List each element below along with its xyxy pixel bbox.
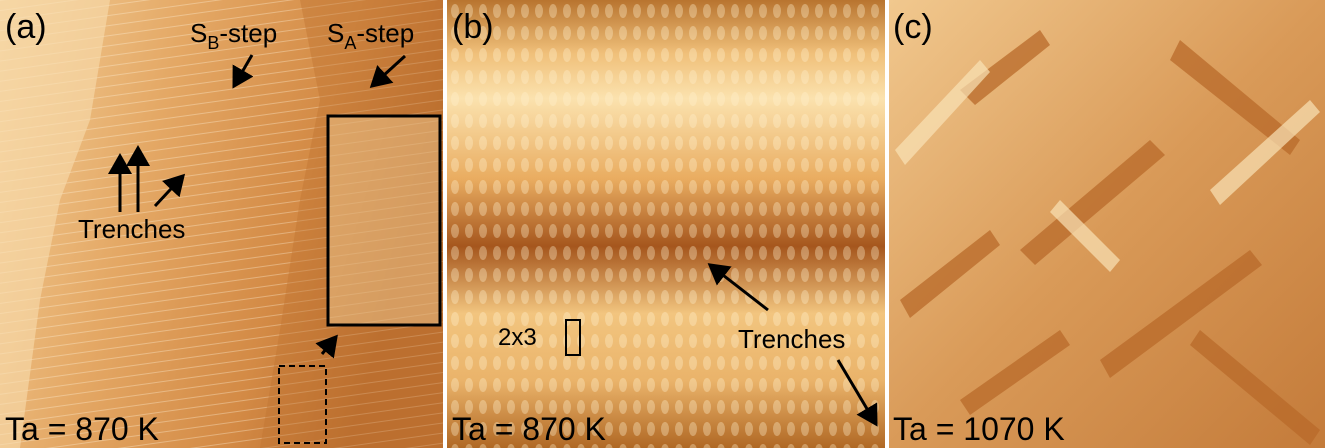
step-label-sub: B — [207, 33, 219, 53]
figure: (a) SB-step SA-step Trenches Ta = 870 K … — [0, 0, 1325, 448]
step-label-rest: -step — [219, 18, 277, 48]
step-label-sub: A — [344, 33, 356, 53]
step-label-base: S — [190, 18, 207, 48]
step-label: SA-step — [327, 18, 414, 53]
page: {"panels": [ {"label": "(a)", "sb_step":… — [0, 0, 1325, 448]
step-label: SB-step — [190, 18, 277, 53]
panel-label: (b) — [452, 8, 494, 46]
annotation: Trenches — [738, 324, 845, 354]
annotation: 2x3 — [498, 324, 537, 351]
temperature-label: Ta = 870 K — [5, 411, 159, 447]
panel-label: (a) — [5, 8, 47, 46]
temperature-label: Ta = 1070 K — [893, 411, 1065, 447]
step-label-rest: -step — [356, 18, 414, 48]
zoom-box — [328, 116, 440, 325]
panel-label: (c) — [893, 8, 933, 46]
stm-texture — [447, 0, 885, 448]
panel-a: (a) SB-step SA-step Trenches Ta = 870 K — [0, 0, 443, 448]
annotation: Trenches — [78, 214, 185, 244]
panel-c: (c) Ta = 1070 K — [889, 0, 1325, 448]
temperature-label: Ta = 870 K — [452, 411, 606, 447]
panel-b: (b) 2x3 Trenches Ta = 870 K — [447, 0, 885, 448]
step-label-base: S — [327, 18, 344, 48]
